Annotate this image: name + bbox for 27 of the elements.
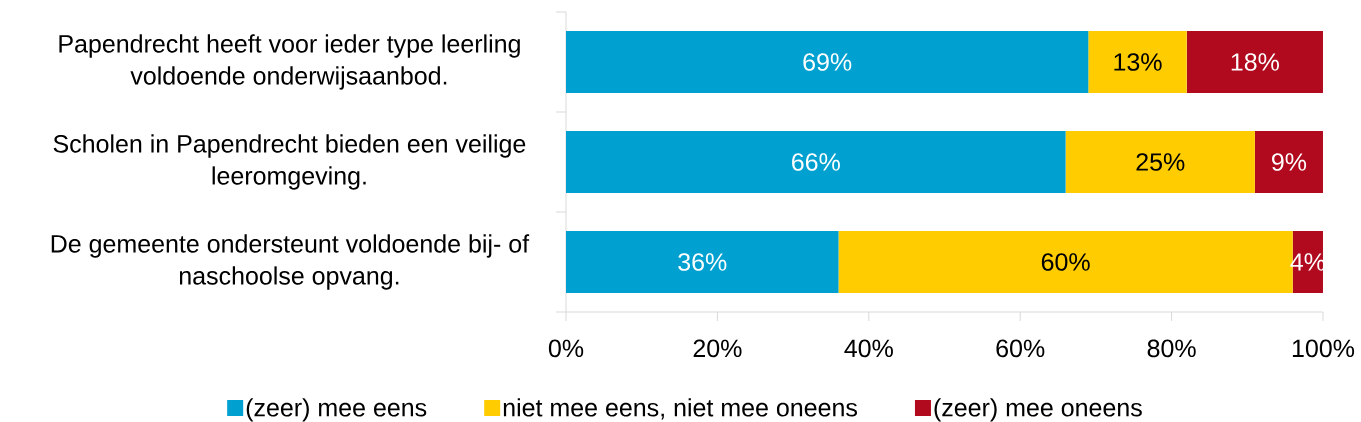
y-tick-label: Papendrecht heeft voor ieder type leerling voldoende onderwijsaanbod. [59,34,520,90]
data-label: 36% [678,253,727,271]
bar [1186,30,1323,93]
legend-label: (zeer) mee oneens [934,398,1142,422]
y-tick-label: De gemeente ondersteunt voldoende bij- of naschoolse opvang. [51,234,530,290]
bar [1088,30,1187,93]
data-label: 66% [792,153,840,171]
bar [566,30,1089,93]
x-tick-label: 20% [693,339,742,358]
x-tick-label: 60% [996,339,1045,358]
data-label: 25% [1136,153,1185,171]
x-tick-label: 0% [548,339,584,358]
bar [566,130,1066,193]
x-tick-label: 80% [1147,339,1196,358]
bar [1254,130,1323,193]
x-tick-label: 40% [844,339,893,358]
data-label: 69% [803,53,852,71]
bar [1065,130,1255,193]
y-tick-label: Scholen in Papendrecht bieden een veilige leeromgeving. [53,134,526,190]
data-label: 9% [1272,153,1307,171]
bar [566,230,839,293]
data-label: 18% [1231,53,1279,71]
data-label: 13% [1114,53,1162,71]
legend-label: niet mee eens, niet mee oneens [503,398,857,420]
legend-label: (zeer) mee eens [246,398,427,422]
x-tick-label: 100% [1292,339,1355,358]
data-label: 60% [1041,253,1090,271]
